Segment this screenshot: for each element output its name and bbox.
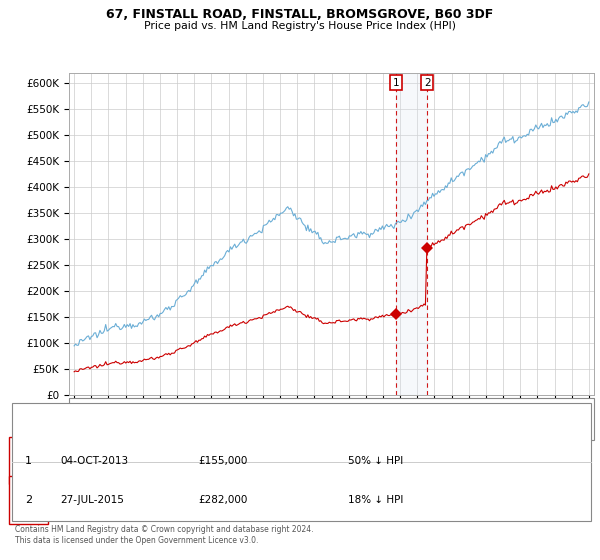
- Text: 04-OCT-2013: 04-OCT-2013: [60, 456, 128, 465]
- Text: Contains HM Land Registry data © Crown copyright and database right 2024.
This d: Contains HM Land Registry data © Crown c…: [15, 525, 314, 545]
- Text: HPI: Average price, detached house, Bromsgrove: HPI: Average price, detached house, Brom…: [119, 423, 341, 432]
- Text: 18% ↓ HPI: 18% ↓ HPI: [348, 495, 403, 505]
- Text: £282,000: £282,000: [198, 495, 247, 505]
- Text: 2: 2: [424, 78, 430, 87]
- Text: 1: 1: [25, 456, 32, 465]
- FancyBboxPatch shape: [69, 398, 594, 440]
- Text: £155,000: £155,000: [198, 456, 247, 465]
- Text: 1: 1: [392, 78, 399, 87]
- Text: 27-JUL-2015: 27-JUL-2015: [60, 495, 124, 505]
- Text: 67, FINSTALL ROAD, FINSTALL, BROMSGROVE, B60 3DF (detached house): 67, FINSTALL ROAD, FINSTALL, BROMSGROVE,…: [119, 404, 449, 413]
- Text: Price paid vs. HM Land Registry's House Price Index (HPI): Price paid vs. HM Land Registry's House …: [144, 21, 456, 31]
- Bar: [396, 73, 427, 395]
- Text: 2: 2: [25, 495, 32, 505]
- Text: 67, FINSTALL ROAD, FINSTALL, BROMSGROVE, B60 3DF: 67, FINSTALL ROAD, FINSTALL, BROMSGROVE,…: [106, 8, 494, 21]
- Text: 50% ↓ HPI: 50% ↓ HPI: [348, 456, 403, 465]
